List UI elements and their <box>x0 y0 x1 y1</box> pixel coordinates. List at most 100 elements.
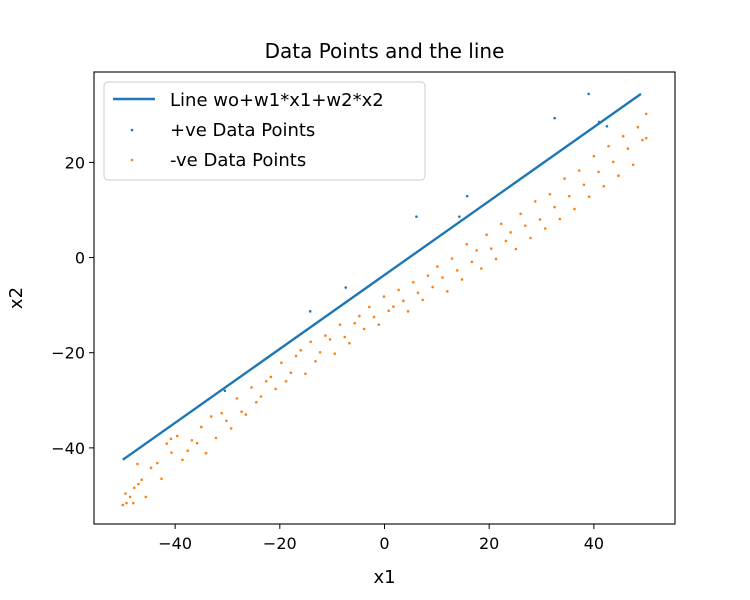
negative-data-point <box>131 501 135 505</box>
negative-data-point <box>626 147 630 150</box>
negative-data-point <box>573 207 576 211</box>
negative-data-point <box>274 387 277 391</box>
positive-data-point <box>458 215 461 218</box>
negative-data-point <box>446 290 449 293</box>
y-tick-label: 0 <box>75 249 85 268</box>
negative-data-point <box>597 170 600 174</box>
negative-data-point <box>402 299 405 303</box>
negative-data-point <box>450 257 454 260</box>
negative-data-point <box>582 183 586 187</box>
negative-data-point <box>244 413 248 416</box>
negative-data-point <box>460 278 464 281</box>
negative-data-point <box>190 438 194 442</box>
negative-data-point <box>592 154 596 158</box>
negative-data-point <box>136 462 139 466</box>
chart-title: Data Points and the line <box>265 39 505 63</box>
legend-negative-swatch <box>130 158 134 162</box>
decision-boundary-line <box>122 92 642 461</box>
negative-data-point <box>324 334 327 337</box>
negative-data-point <box>314 359 317 363</box>
legend: Line wo+w1*x1+w2*x2 +ve Data Points -ve … <box>103 81 426 181</box>
negative-data-point <box>475 249 478 252</box>
negative-data-point <box>529 236 532 240</box>
negative-data-point <box>169 437 173 441</box>
negative-data-point <box>348 341 351 345</box>
negative-data-point <box>338 323 342 326</box>
negative-data-point <box>485 233 488 237</box>
negative-data-point <box>377 323 381 326</box>
negative-data-point <box>140 478 143 482</box>
negative-data-point <box>358 314 361 318</box>
negative-data-point <box>137 482 140 486</box>
negative-data-point <box>548 192 552 196</box>
negative-data-point <box>125 501 128 505</box>
negative-data-point <box>280 361 283 365</box>
negative-data-point <box>133 486 136 490</box>
legend-box <box>103 81 426 181</box>
y-axis-label: x2 <box>6 287 27 309</box>
negative-data-point <box>563 177 566 180</box>
negative-data-point <box>328 338 332 341</box>
negative-data-point <box>284 379 288 383</box>
negative-data-point <box>368 305 371 309</box>
negative-data-point <box>220 411 224 415</box>
negative-data-point <box>644 112 648 116</box>
legend-label-line: Line wo+w1*x1+w2*x2 <box>170 90 384 111</box>
negative-data-point <box>299 349 303 352</box>
x-tick-label: 40 <box>584 534 604 553</box>
negative-data-point <box>318 350 322 354</box>
negative-data-point <box>577 169 581 172</box>
negative-data-point <box>254 400 258 404</box>
positive-data-point <box>465 194 469 198</box>
negative-data-point <box>264 379 268 383</box>
negative-data-point <box>304 372 307 375</box>
negative-data-point <box>436 265 439 268</box>
negative-data-point <box>416 291 420 295</box>
negative-data-point <box>309 340 312 344</box>
negative-data-point <box>124 492 127 495</box>
x-tick-label: 20 <box>479 534 499 553</box>
negative-data-point <box>294 354 298 358</box>
negative-data-point <box>160 477 163 481</box>
negative-data-point <box>519 212 522 216</box>
negative-data-point <box>543 227 547 230</box>
negative-data-point <box>149 466 153 470</box>
negative-data-point <box>617 174 620 178</box>
positive-data-point <box>415 215 418 218</box>
negative-data-point <box>229 427 233 430</box>
negative-data-point <box>343 335 347 339</box>
positive-data-point <box>344 286 348 289</box>
negative-data-point <box>387 309 390 313</box>
y-tick-label: −40 <box>51 439 85 458</box>
x-axis-ticks: −40 −20 0 20 40 <box>158 524 604 553</box>
negative-data-point <box>538 218 542 221</box>
negative-data-point <box>195 441 199 445</box>
negative-data-point <box>631 163 635 167</box>
x-axis-label: x1 <box>373 567 395 588</box>
negative-data-point <box>421 298 425 302</box>
negative-data-point <box>494 257 498 261</box>
legend-label-positive: +ve Data Points <box>170 120 315 141</box>
negative-data-point <box>509 231 512 234</box>
positive-data-point <box>587 92 590 96</box>
negative-data-point <box>181 458 184 462</box>
negative-data-point <box>235 397 239 400</box>
negative-data-point <box>250 386 253 389</box>
negative-data-point <box>499 222 503 226</box>
negative-data-point <box>186 449 189 453</box>
x-tick-label: 0 <box>379 534 389 553</box>
negative-data-point <box>333 352 337 355</box>
negative-data-point <box>553 205 556 209</box>
negative-data-point <box>607 144 610 148</box>
negative-data-point <box>636 125 640 129</box>
negative-data-point <box>426 274 430 277</box>
negative-data-point <box>567 194 571 198</box>
negative-data-point <box>558 217 562 221</box>
negative-data-point <box>165 442 169 445</box>
legend-positive-swatch <box>130 128 134 132</box>
negative-data-point <box>621 134 625 138</box>
positive-data-point <box>605 124 609 128</box>
positive-data-point <box>553 116 556 120</box>
negative-data-point <box>480 267 483 270</box>
